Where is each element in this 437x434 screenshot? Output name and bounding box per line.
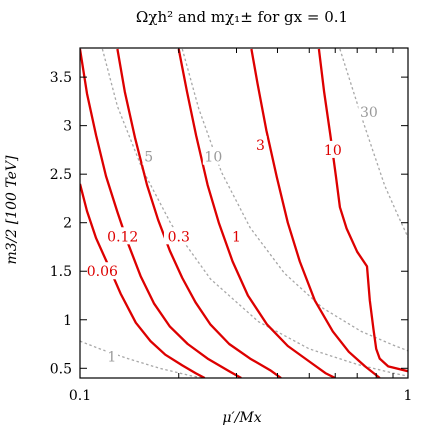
relic-density-curve-1 <box>177 48 336 378</box>
relic-density-curve-0.12 <box>80 48 242 378</box>
y-tick-label: 1 <box>63 313 72 329</box>
x-axis-label: μ′/Mx <box>222 410 261 426</box>
relic-density-curve-3 <box>250 48 381 378</box>
contours-layer <box>80 48 408 378</box>
chargino-mass-curve-5 <box>101 48 408 377</box>
x-tick-label: 1 <box>404 388 413 404</box>
y-tick-label: 2 <box>63 216 72 232</box>
y-tick-label: 0.5 <box>50 361 72 377</box>
relic-density-label-0.06: 0.06 <box>87 264 118 280</box>
relic-density-curve-0.06 <box>80 183 206 378</box>
chargino-mass-curve-30 <box>339 48 408 238</box>
y-tick-label: 3.5 <box>50 70 72 86</box>
contour-labels-layer: 1 5 10 30 0.06 0.12 0.3 1 3 10 <box>83 103 380 366</box>
chargino-mass-curve-10 <box>181 48 408 352</box>
relic-density-label-10: 10 <box>324 143 342 159</box>
chargino-mass-label-5: 5 <box>144 150 153 166</box>
y-tick-label: 1.5 <box>50 264 72 280</box>
axes-layer: 0.5 1 1.5 2 2.5 3 3.5 0.1 1 <box>50 47 413 404</box>
y-axis-label: m3/2 [100 TeV] <box>4 155 20 265</box>
chart-title: Ωχh² and mχ₁± for gx = 0.1 <box>136 8 348 26</box>
x-tick-label: 0.1 <box>69 388 91 404</box>
plot-frame <box>79 47 409 379</box>
y-tick-label: 2.5 <box>50 167 72 183</box>
relic-density-curve-10 <box>317 48 408 373</box>
y-tick-label: 3 <box>63 119 72 135</box>
relic-density-curve-0.3 <box>116 48 282 378</box>
chargino-mass-label-1: 1 <box>107 350 116 366</box>
relic-density-label-3: 3 <box>256 138 265 154</box>
chargino-mass-curve-1 <box>80 340 205 378</box>
chargino-mass-label-30: 30 <box>360 105 378 121</box>
relic-density-label-1: 1 <box>232 229 241 245</box>
chargino-mass-label-10: 10 <box>204 150 222 166</box>
relic-density-label-0.12: 0.12 <box>107 229 138 245</box>
relic-density-label-0.3: 0.3 <box>168 229 190 245</box>
